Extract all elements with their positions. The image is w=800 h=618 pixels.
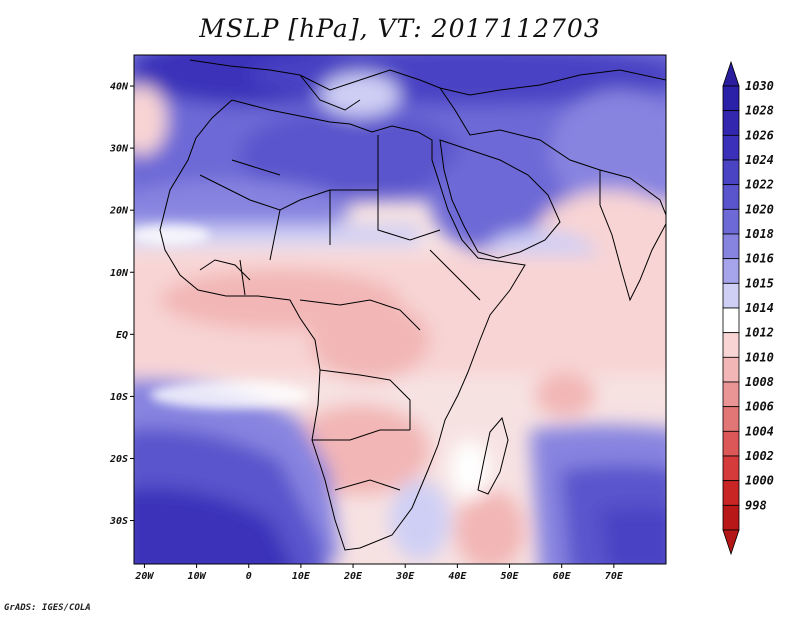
colorbar-label: 1002 [745,449,774,463]
colorbar-swatch [722,159,740,186]
colorbar-label: 1012 [745,326,774,340]
longitude-axis: 20W 10W 0 10E 20E 30E 40E 50E 60E 70E [134,564,624,582]
colorbar-label: 1020 [745,202,774,216]
colorbar-swatch [722,282,740,309]
colorbar-label: 1000 [745,474,774,488]
colorbar-swatch [722,184,740,210]
colorbar-label: 1014 [745,301,774,315]
colorbar-label: 1015 [745,276,774,290]
colorbar-label: 1028 [745,104,774,118]
plot-frame [133,54,667,565]
pressure-field [134,55,666,564]
colorbar-label: 1024 [745,153,774,167]
lon-tick-label: 70E [605,571,624,582]
lon-tick-label: 60E [553,571,572,582]
colorbar-swatch [722,233,740,260]
colorbar-label: 1016 [745,252,774,266]
lon-tick-label: 20E [343,571,363,582]
colorbar-top-arrow [722,60,740,87]
lat-tick-label: 10N [110,268,129,279]
grads-credit: GrADS: IGES/COLA [4,603,91,613]
map-title: MSLP [hPa], VT: 2017112703 [199,14,601,43]
colorbar-label: 1004 [745,424,774,438]
lat-tick-label: 40N [110,82,129,93]
colorbar-label: 1018 [745,227,774,241]
colorbar-label: 1026 [745,128,774,142]
colorbar-swatch [722,332,740,358]
lon-tick-label: 20W [134,571,154,582]
colorbar-swatch [722,110,740,136]
lon-tick-label: 10E [292,571,311,582]
colorbar-swatch [722,134,740,161]
colorbar-swatch [722,406,740,432]
lat-tick-label: EQ [116,330,128,341]
colorbar-swatch [722,85,740,112]
colorbar-label: 1006 [745,400,774,414]
colorbar-label: 1010 [745,350,774,364]
colorbar-swatch [722,381,740,408]
colorbar-swatch [722,307,740,334]
colorbar: 1030 1028 1026 1024 1022 1020 1018 1016 1015 1014… [722,60,774,556]
lat-tick-label: 30S [109,516,128,527]
lat-tick-label: 10S [110,392,128,403]
coastlines [159,59,666,551]
colorbar-swatch [722,504,740,531]
colorbar-swatch [722,208,740,235]
lon-tick-label: 50E [500,571,519,582]
colorbar-swatch [722,430,740,457]
lat-tick-label: 20S [109,454,128,465]
colorbar-label: 998 [745,498,767,512]
lat-tick-label: 30N [109,144,129,155]
colorbar-label: 1030 [745,79,774,93]
lat-tick-label: 20N [109,206,129,217]
lon-tick-label: 30E [395,571,415,582]
colorbar-swatch [722,480,740,506]
latitude-axis: 40N 30N 20N 10N EQ 10S 20S 30S [109,82,134,527]
lon-tick-label: 0 [246,571,252,582]
colorbar-swatch [722,455,740,482]
colorbar-swatch [722,356,740,383]
colorbar-swatch [722,258,740,284]
colorbar-bottom-arrow [722,529,740,556]
colorbar-label: 1022 [745,178,774,192]
lon-tick-label: 40E [448,571,467,582]
colorbar-label: 1008 [745,375,774,389]
lon-tick-label: 10W [188,571,207,582]
